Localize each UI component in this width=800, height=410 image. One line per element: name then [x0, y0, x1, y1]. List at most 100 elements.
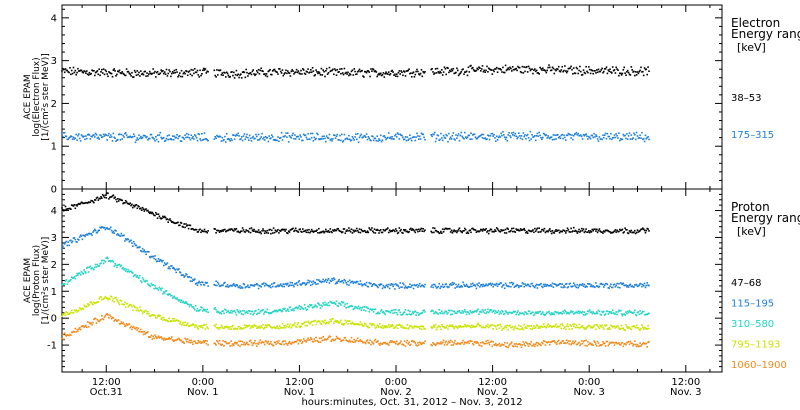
- proton-data-point: [630, 229, 633, 232]
- proton-data-point: [140, 309, 143, 312]
- electron-data-point: [618, 74, 620, 77]
- proton-data-point: [190, 304, 193, 306]
- proton-data-point: [377, 286, 379, 289]
- electron-data-point: [80, 134, 83, 136]
- proton-data-point: [487, 326, 490, 329]
- electron-data-point: [85, 72, 87, 74]
- proton-data-point: [482, 326, 485, 328]
- electron-data-point: [545, 134, 548, 136]
- electron-data-point: [333, 134, 336, 137]
- electron-data-point: [93, 70, 95, 72]
- proton-data-point: [387, 323, 390, 326]
- proton-series-310-580: [61, 256, 650, 317]
- proton-data-point: [398, 342, 401, 345]
- electron-data-point: [113, 136, 115, 139]
- proton-data-point: [443, 285, 446, 288]
- proton-data-point: [396, 327, 399, 330]
- proton-data-point: [562, 324, 564, 327]
- proton-data-point: [308, 306, 310, 308]
- electron-data-point: [117, 70, 119, 72]
- proton-data-point: [465, 326, 468, 328]
- electron-data-point: [596, 135, 598, 138]
- proton-data-point: [538, 310, 540, 313]
- proton-data-point: [246, 285, 248, 288]
- proton-data-point: [634, 327, 637, 329]
- proton-data-point: [511, 281, 513, 284]
- proton-data-point: [143, 249, 146, 251]
- electron-data-point: [411, 136, 414, 139]
- electron-data-point: [240, 136, 243, 138]
- electron-data-point: [198, 76, 200, 78]
- proton-data-point: [368, 310, 370, 313]
- proton-data-point: [306, 229, 308, 231]
- proton-data-point: [271, 232, 274, 234]
- proton-data-point: [177, 299, 179, 301]
- proton-data-point: [330, 340, 332, 342]
- proton-data-point: [487, 283, 490, 285]
- electron-data-point: [148, 70, 151, 73]
- electron-data-point: [62, 135, 64, 138]
- proton-data-point: [318, 337, 321, 339]
- proton-data-point: [619, 328, 621, 331]
- electron-data-point: [611, 137, 614, 139]
- electron-data-point: [202, 139, 204, 141]
- proton-data-point: [612, 312, 615, 314]
- proton-data-point: [180, 274, 183, 277]
- proton-data-point: [288, 340, 291, 343]
- electron-data-point: [616, 68, 618, 70]
- proton-data-point: [101, 197, 103, 199]
- proton-data-point: [415, 284, 417, 287]
- electron-data-point: [525, 66, 527, 69]
- proton-data-point: [98, 197, 100, 200]
- proton-data-point: [617, 311, 619, 313]
- proton-data-point: [397, 343, 400, 345]
- proton-data-point: [615, 311, 617, 313]
- proton-data-point: [449, 310, 451, 312]
- electron-data-point: [619, 72, 621, 75]
- electron-data-point: [496, 139, 499, 141]
- electron-data-point: [70, 73, 72, 76]
- electron-data-point: [534, 139, 537, 142]
- proton-data-point: [516, 327, 518, 330]
- proton-data-point: [170, 295, 172, 297]
- electron-data-point: [133, 135, 136, 138]
- proton-data-point: [217, 281, 219, 284]
- electron-data-point: [286, 72, 288, 75]
- proton-data-point: [202, 308, 205, 311]
- proton-data-point: [402, 282, 404, 285]
- proton-data-point: [271, 326, 274, 329]
- electron-data-point: [188, 137, 191, 139]
- proton-data-point: [186, 225, 188, 227]
- proton-data-point: [84, 305, 86, 308]
- proton-data-point: [116, 266, 118, 269]
- x-tick-label: 0:00 Nov. 1: [187, 377, 218, 398]
- electron-data-point: [159, 72, 162, 74]
- electron-data-point: [78, 70, 80, 72]
- proton-data-point: [364, 310, 367, 312]
- proton-data-point: [542, 313, 545, 316]
- electron-data-point: [301, 139, 303, 142]
- electron-data-point: [595, 72, 597, 74]
- proton-data-point: [576, 312, 579, 314]
- electron-data-point: [398, 70, 401, 72]
- electron-data-point: [88, 134, 91, 136]
- proton-data-point: [506, 324, 509, 327]
- electron-data-point: [375, 139, 378, 142]
- proton-legend-item-795-1193: 795–1193: [731, 340, 781, 351]
- proton-data-point: [78, 203, 81, 206]
- proton-data-point: [540, 313, 542, 316]
- proton-data-point: [109, 314, 111, 316]
- proton-data-point: [90, 268, 92, 270]
- proton-data-point: [547, 284, 549, 287]
- proton-data-point: [365, 325, 368, 327]
- proton-data-point: [551, 326, 554, 328]
- proton-data-point: [486, 342, 488, 345]
- proton-data-point: [76, 311, 78, 313]
- proton-data-point: [634, 343, 637, 346]
- proton-data-point: [267, 324, 270, 326]
- proton-data-point: [117, 200, 120, 202]
- proton-data-point: [347, 280, 349, 283]
- electron-data-point: [78, 70, 81, 72]
- proton-data-point: [411, 228, 414, 230]
- electron-data-point: [565, 71, 568, 74]
